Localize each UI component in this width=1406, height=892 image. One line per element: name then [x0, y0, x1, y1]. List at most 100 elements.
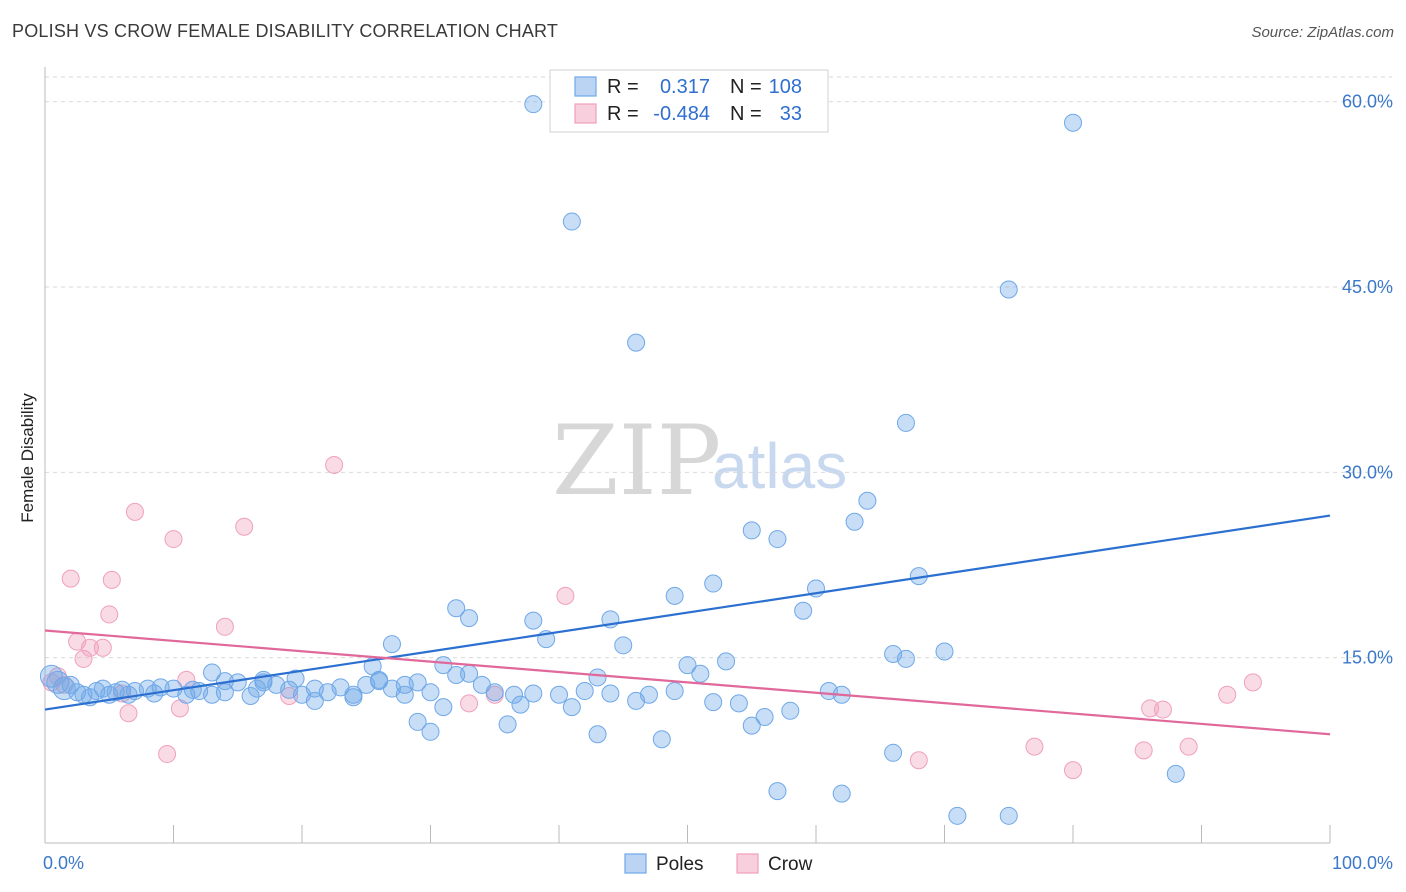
x-tick-label-1: 100.0%	[1332, 853, 1393, 873]
poles-point	[639, 685, 658, 704]
crow-point	[158, 745, 177, 764]
poles-point	[755, 707, 774, 726]
poles-point	[550, 685, 568, 704]
poles-point	[511, 695, 530, 714]
poles-r-value: 0.317	[660, 76, 710, 98]
poles-point	[447, 665, 466, 684]
poles-point	[434, 656, 453, 675]
legend-poles-swatch	[624, 853, 647, 874]
poles-point	[794, 601, 813, 620]
poles-point	[717, 652, 736, 671]
poles-point	[203, 663, 222, 682]
poles-point	[505, 685, 524, 704]
poles-point	[742, 521, 761, 540]
chart-source: Source: ZipAtlas.com	[1251, 24, 1394, 41]
poles-point	[588, 725, 607, 744]
poles-point	[781, 701, 800, 720]
crow-point	[1218, 685, 1237, 704]
crow-point	[280, 686, 299, 705]
poles-point	[524, 611, 543, 630]
x-tick-label-0: 0.0%	[43, 853, 84, 873]
poles-point	[1064, 113, 1082, 132]
poles-trend-line	[44, 514, 1331, 711]
poles-point	[421, 683, 440, 702]
poles-point	[729, 694, 748, 713]
poles-point	[845, 512, 864, 531]
poles-point	[665, 586, 684, 605]
poles-point	[408, 673, 427, 692]
poles-point	[627, 333, 646, 352]
crow-point	[1064, 761, 1082, 780]
crow-point	[100, 605, 119, 624]
poles-point	[999, 280, 1018, 299]
poles-point	[704, 574, 723, 593]
poles-point	[832, 784, 851, 803]
poles-n-label: N =	[730, 76, 762, 98]
poles-point	[447, 599, 466, 618]
poles-point	[305, 691, 324, 710]
poles-point	[434, 698, 453, 717]
crow-n-value: 33	[780, 103, 802, 125]
legend-crow-swatch	[736, 853, 759, 874]
crow-r-value: -0.484	[653, 103, 710, 125]
grid-lines	[45, 76, 1392, 659]
poles-point	[241, 686, 260, 705]
poles-point	[382, 635, 401, 654]
poles-point	[408, 712, 427, 731]
crow-point	[164, 530, 183, 549]
crow-point	[93, 638, 112, 657]
crow-point	[1134, 741, 1153, 760]
poles-point	[948, 806, 967, 825]
poles-point	[935, 642, 954, 661]
crow-point	[61, 569, 80, 588]
poles-point	[601, 684, 620, 703]
poles-point	[39, 664, 63, 688]
y-tick-label-1: 30.0%	[1342, 462, 1393, 482]
poles-point	[286, 669, 305, 688]
crow-r-label: R =	[607, 103, 639, 125]
watermark-zip: ZIP	[552, 405, 721, 517]
poles-point	[652, 730, 671, 749]
y-tick-label-2: 45.0%	[1342, 277, 1393, 297]
axes	[44, 67, 1331, 844]
poles-point	[524, 95, 543, 114]
poles-point	[896, 649, 915, 668]
y-tick-labels: 15.0% 30.0% 45.0% 60.0%	[1342, 92, 1393, 668]
crow-point	[80, 638, 99, 657]
crow-point	[556, 586, 575, 605]
crow-point	[325, 455, 344, 474]
crow-point	[235, 517, 254, 536]
trend-lines	[44, 514, 1331, 736]
y-tick-label-3: 60.0%	[1342, 92, 1393, 112]
poles-point	[498, 715, 517, 734]
crow-trend-line	[44, 629, 1331, 736]
crow-point	[74, 649, 93, 668]
crow-point	[909, 751, 928, 770]
crow-point	[1243, 673, 1262, 692]
crow-point	[1141, 699, 1160, 718]
poles-point	[858, 491, 877, 510]
poles-point	[678, 656, 697, 675]
poles-point	[460, 609, 479, 628]
watermark-atlas: atlas	[712, 430, 847, 502]
poles-n-value: 108	[769, 76, 802, 98]
poles-point	[704, 693, 723, 712]
poles-point	[524, 684, 543, 703]
poles-point	[1166, 764, 1185, 783]
poles-point	[588, 668, 607, 687]
crow-swatch	[574, 103, 597, 124]
y-tick-label-0: 15.0%	[1342, 648, 1393, 668]
poles-points	[39, 95, 1185, 825]
poles-point	[370, 672, 389, 691]
poles-r-label: R =	[607, 76, 639, 98]
poles-point	[575, 682, 594, 701]
poles-point	[665, 682, 684, 701]
poles-point	[344, 688, 363, 707]
poles-point	[884, 743, 903, 762]
poles-swatch	[574, 76, 597, 97]
poles-point	[896, 413, 915, 432]
poles-point	[46, 670, 70, 694]
crow-n-label: N =	[730, 103, 762, 125]
poles-point	[768, 782, 787, 801]
